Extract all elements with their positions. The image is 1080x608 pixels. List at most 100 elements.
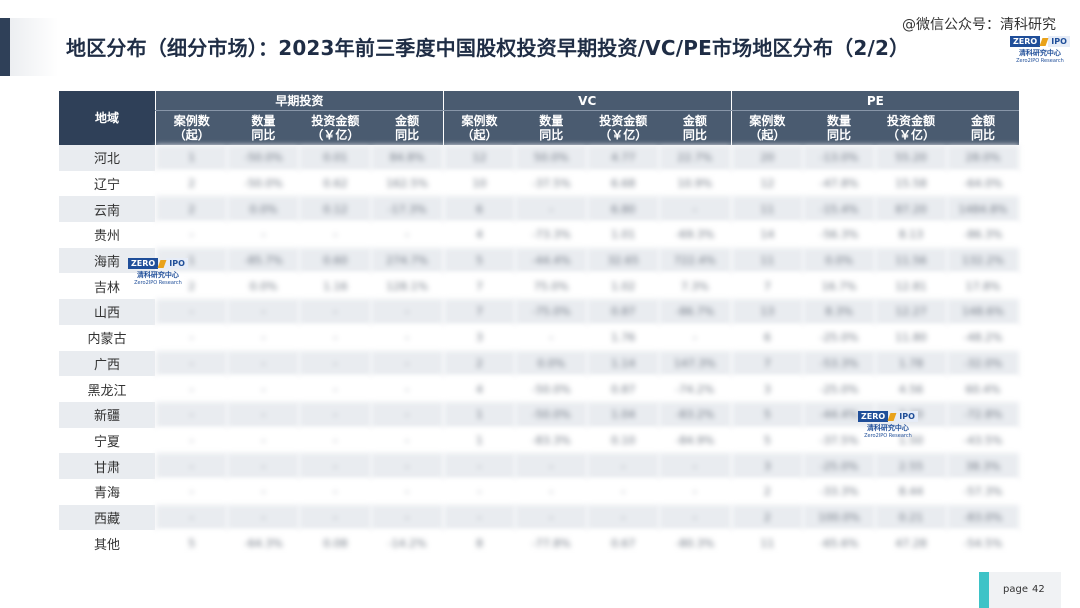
value-cell: 1.78 — [875, 350, 947, 377]
value-cell: - — [227, 350, 300, 377]
value-cell: - — [227, 453, 300, 479]
page-number: 42 — [1032, 584, 1045, 595]
value-cell: 1.16 — [299, 273, 372, 300]
table-row: 青海 - - - - - - - -2 -33.3% 8.44 -57.3% — [59, 478, 1019, 505]
value-cell: 2 — [155, 196, 228, 223]
value-cell: 0.21 — [875, 504, 947, 531]
value-cell: 5 — [442, 247, 516, 274]
value-cell: - — [227, 222, 300, 248]
value-cell: 722.4% — [659, 247, 732, 274]
table-row: 云南 2 0.0% 0.12 -17.3% 6-6.80-11 -15.4% 87.20 148… — [59, 196, 1019, 223]
value-cell: -33.3% — [803, 478, 876, 505]
region-column-header: 地域 — [59, 91, 156, 145]
value-cell: -14.2% — [371, 530, 444, 556]
value-cell: - — [299, 222, 372, 248]
table-row: 吉林 2 0.0% 1.16 128.1% 7 75.0% 1.02 7.3% 7 16.7% 12.… — [59, 273, 1019, 300]
value-cell: 38.3% — [946, 453, 1019, 479]
footer-page-box — [989, 572, 1061, 608]
value-cell: -75.0% — [515, 299, 588, 325]
table-row: 西藏 - - - - - - - -2 100.0% 0.21 -83.0% — [59, 504, 1019, 531]
value-cell: - — [371, 222, 444, 248]
value-cell: - — [299, 324, 372, 351]
region-cell: 贵州 — [59, 222, 156, 248]
value-cell: - — [299, 453, 372, 479]
footer-accent-bar — [979, 572, 989, 608]
value-cell: 28.0% — [946, 145, 1019, 171]
value-cell: - — [515, 504, 588, 531]
value-cell: 1484.8% — [946, 196, 1019, 223]
value-cell: 4 — [442, 376, 516, 402]
value-cell: 0.62 — [299, 170, 372, 197]
value-cell: 2 — [730, 504, 804, 531]
value-cell: 1.02 — [587, 273, 660, 300]
value-cell: - — [515, 453, 588, 479]
value-cell: 5 — [155, 530, 228, 556]
subheader-cell: 金额 同比 — [659, 110, 732, 145]
value-cell: 3 — [730, 453, 804, 479]
value-cell: - — [659, 324, 732, 351]
value-cell: - — [227, 427, 300, 454]
table-row: 山西 - - - -7 -75.0% 0.87 -86.7% 13 8.3% 12.27 148.6% — [59, 299, 1019, 325]
value-cell: 11 — [730, 196, 804, 223]
value-cell: - — [371, 299, 444, 325]
table-row: 新疆----1-50.0%1.04-83.2%5-44.4%2.20-72.8% — [59, 401, 1019, 428]
value-cell: -43.5% — [946, 427, 1019, 454]
value-cell: - — [371, 427, 444, 454]
value-cell: -85.7% — [227, 247, 300, 274]
value-cell: - — [155, 478, 228, 505]
value-cell: 132.2% — [946, 247, 1019, 274]
value-cell: 1.50 — [875, 427, 947, 454]
value-cell: 20 — [730, 145, 804, 171]
value-cell: 87.20 — [875, 196, 947, 223]
value-cell: -65.6% — [803, 530, 876, 556]
value-cell: - — [299, 350, 372, 377]
value-cell: 12 — [730, 170, 804, 197]
zero2ipo-watermark-right: ZERO IPO 清科研究中心 Zero2IPO Research — [858, 411, 918, 439]
value-cell: - — [227, 324, 300, 351]
value-cell: 1.01 — [587, 222, 660, 248]
value-cell: -13.0% — [803, 145, 876, 171]
value-cell: 32.65 — [587, 247, 660, 274]
value-cell: - — [227, 299, 300, 325]
value-cell: - — [155, 401, 228, 428]
value-cell: -86.3% — [946, 222, 1019, 248]
value-cell: - — [442, 504, 516, 531]
value-cell: - — [155, 427, 228, 454]
value-cell: -15.4% — [803, 196, 876, 223]
title-accent-shade — [10, 18, 58, 76]
value-cell: 0.08 — [299, 530, 372, 556]
value-cell: 0.0% — [227, 196, 300, 223]
page-title: 地区分布（细分市场）：2023年前三季度中国股权投资早期投资/VC/PE市场地区… — [66, 36, 910, 60]
value-cell: - — [299, 401, 372, 428]
value-cell: - — [227, 376, 300, 402]
value-cell: -64.0% — [946, 170, 1019, 197]
value-cell: 11.80 — [875, 324, 947, 351]
value-cell: - — [299, 376, 372, 402]
zero2ipo-watermark-left: ZERO IPO 清科研究中心 Zero2IPO Research — [128, 258, 188, 286]
value-cell: - — [155, 350, 228, 377]
value-cell: 1.04 — [587, 401, 660, 428]
value-cell: 5 — [730, 401, 804, 428]
value-cell: 6.80 — [587, 196, 660, 223]
value-cell: -83.2% — [659, 401, 732, 428]
value-cell: 8.13 — [875, 222, 947, 248]
region-distribution-table: 地域 早期投资 VC PE 案例数 （起） 数量 同比 投资金额 （￥亿） 金额 同比… — [59, 91, 1019, 556]
value-cell: 2 — [730, 478, 804, 505]
subheader-cell: 投资金额 （￥亿） — [299, 110, 372, 145]
value-cell: 1 — [155, 145, 228, 171]
region-cell: 甘肃 — [59, 453, 156, 479]
value-cell: 12.27 — [875, 299, 947, 325]
value-cell: 6.68 — [587, 170, 660, 197]
value-cell: - — [515, 196, 588, 223]
value-cell: - — [299, 478, 372, 505]
region-cell: 青海 — [59, 478, 156, 505]
value-cell: 8 — [442, 530, 516, 556]
value-cell: 162.5% — [371, 170, 444, 197]
value-cell: 84.8% — [371, 145, 444, 171]
value-cell: 12.81 — [875, 273, 947, 300]
value-cell: 6 — [442, 196, 516, 223]
value-cell: 17.8% — [946, 273, 1019, 300]
value-cell: -64.3% — [227, 530, 300, 556]
subheader-cell: 数量 同比 — [803, 110, 876, 145]
value-cell: - — [659, 504, 732, 531]
